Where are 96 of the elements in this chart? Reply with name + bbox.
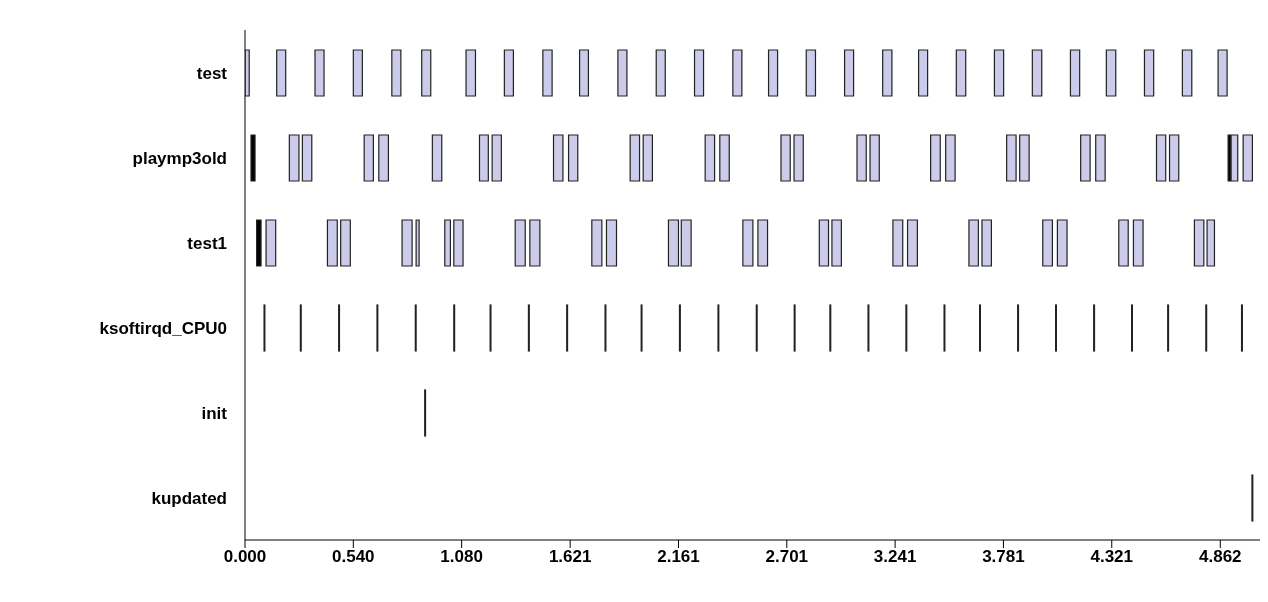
bar bbox=[478, 134, 489, 182]
bar bbox=[1080, 134, 1091, 182]
x-tick-label: 4.862 bbox=[1199, 547, 1242, 567]
bar bbox=[767, 49, 779, 97]
bar bbox=[818, 219, 830, 267]
x-tick-label: 1.080 bbox=[440, 547, 483, 567]
bar bbox=[1006, 134, 1017, 182]
bar bbox=[363, 134, 374, 182]
bar bbox=[742, 219, 754, 267]
y-tick-label: test bbox=[196, 63, 228, 83]
x-tick-label: 3.781 bbox=[982, 547, 1025, 567]
bar bbox=[831, 219, 842, 267]
bar bbox=[1019, 134, 1030, 182]
x-tick-label: 0.540 bbox=[332, 547, 375, 567]
bar bbox=[301, 134, 313, 182]
bar bbox=[591, 219, 603, 267]
bar bbox=[667, 219, 680, 267]
bar bbox=[732, 49, 743, 97]
bar bbox=[1206, 219, 1216, 267]
bar bbox=[391, 49, 402, 97]
bar bbox=[882, 49, 893, 97]
bar bbox=[453, 219, 464, 267]
bar bbox=[415, 219, 420, 267]
bar bbox=[529, 219, 541, 267]
bar bbox=[892, 219, 904, 267]
bar bbox=[993, 49, 1005, 97]
bar bbox=[1132, 219, 1144, 267]
bar bbox=[542, 49, 553, 97]
bar bbox=[444, 219, 452, 267]
y-tick-label: init bbox=[201, 403, 228, 423]
bar bbox=[655, 49, 666, 97]
bar bbox=[1069, 49, 1081, 97]
bar bbox=[250, 134, 256, 182]
bar bbox=[314, 49, 325, 97]
bar bbox=[1143, 49, 1155, 97]
y-tick-label: ksoftirqd_CPU0 bbox=[99, 318, 227, 338]
bar bbox=[465, 49, 477, 97]
y-tick-label: test1 bbox=[187, 233, 227, 253]
bar bbox=[945, 134, 956, 182]
bar bbox=[431, 134, 443, 182]
bar bbox=[552, 134, 564, 182]
bar bbox=[693, 49, 705, 97]
bar bbox=[917, 49, 929, 97]
bar bbox=[1242, 134, 1253, 182]
bar bbox=[288, 134, 300, 182]
bar bbox=[256, 219, 262, 267]
bar bbox=[780, 134, 791, 182]
bar bbox=[1042, 219, 1053, 267]
bar bbox=[843, 49, 855, 97]
x-tick-label: 1.621 bbox=[548, 547, 592, 567]
x-tick-label: 4.321 bbox=[1090, 547, 1134, 567]
bar bbox=[1118, 219, 1129, 267]
bar bbox=[955, 49, 967, 97]
bar bbox=[378, 134, 390, 182]
bar bbox=[605, 219, 618, 267]
bar bbox=[340, 219, 351, 267]
bar bbox=[930, 134, 941, 182]
bar bbox=[793, 134, 804, 182]
x-tick-label: 2.161 bbox=[657, 547, 700, 567]
y-tick-label: playmp3old bbox=[132, 148, 227, 168]
x-tick-label: 2.701 bbox=[765, 547, 809, 567]
bar bbox=[1181, 49, 1193, 97]
bar bbox=[869, 134, 880, 182]
bar bbox=[401, 219, 413, 267]
bar bbox=[1168, 134, 1180, 182]
bar bbox=[1031, 49, 1043, 97]
bar bbox=[704, 134, 716, 182]
bar bbox=[968, 219, 979, 267]
bar bbox=[326, 219, 338, 267]
bar bbox=[1155, 134, 1167, 182]
bar bbox=[514, 219, 526, 267]
bar bbox=[1105, 49, 1117, 97]
bar bbox=[642, 134, 653, 182]
bar bbox=[805, 49, 817, 97]
bar bbox=[578, 49, 590, 97]
bar bbox=[617, 49, 628, 97]
bar bbox=[1095, 134, 1106, 182]
bar bbox=[503, 49, 514, 97]
bar bbox=[856, 134, 867, 182]
bar bbox=[491, 134, 502, 182]
bar bbox=[567, 134, 579, 182]
bar bbox=[680, 219, 692, 267]
x-tick-label: 3.241 bbox=[873, 547, 917, 567]
bar bbox=[981, 219, 993, 267]
bar bbox=[276, 49, 287, 97]
y-tick-label: kupdated bbox=[151, 488, 227, 508]
bar bbox=[421, 49, 432, 97]
bar bbox=[1230, 134, 1239, 182]
bar bbox=[1056, 219, 1068, 267]
bar bbox=[719, 134, 730, 182]
bar bbox=[629, 134, 641, 182]
bar bbox=[906, 219, 918, 267]
bar bbox=[265, 219, 277, 267]
bar bbox=[757, 219, 769, 267]
bar bbox=[352, 49, 363, 97]
x-tick-label: 0.000 bbox=[223, 547, 267, 567]
